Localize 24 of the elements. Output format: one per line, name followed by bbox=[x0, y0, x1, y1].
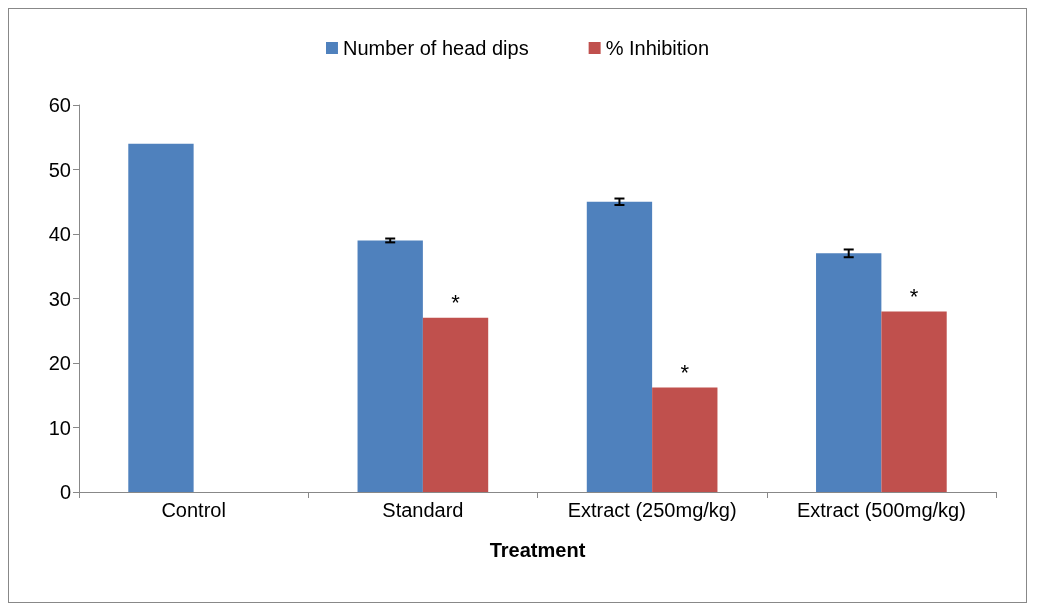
legend-label: Number of head dips bbox=[342, 37, 529, 59]
bar bbox=[816, 253, 882, 492]
x-axis-title: Treatment bbox=[489, 539, 586, 561]
annotation: * bbox=[451, 290, 461, 316]
y-tick-label: 20 bbox=[48, 352, 71, 374]
bar bbox=[652, 387, 718, 492]
bar bbox=[422, 317, 489, 492]
x-tick-label: Control bbox=[161, 499, 226, 521]
x-tick-label: Extract (500mg/kg) bbox=[796, 499, 966, 521]
bar bbox=[881, 311, 947, 492]
x-tick-label: Standard bbox=[382, 499, 464, 521]
legend-label: % Inhibition bbox=[605, 37, 710, 59]
y-tick-label: 50 bbox=[48, 158, 71, 181]
bar bbox=[357, 240, 423, 492]
annotation: * bbox=[909, 283, 919, 309]
bar bbox=[586, 201, 653, 492]
bar bbox=[128, 143, 194, 492]
annotation: * bbox=[680, 360, 690, 386]
y-tick-label: 30 bbox=[48, 287, 71, 310]
x-tick-label: Extract (250mg/kg) bbox=[567, 499, 737, 521]
y-tick-label: 40 bbox=[48, 223, 71, 245]
y-tick-label: 0 bbox=[59, 481, 71, 503]
y-tick-label: 10 bbox=[48, 416, 71, 439]
y-tick-label: 60 bbox=[48, 94, 71, 116]
